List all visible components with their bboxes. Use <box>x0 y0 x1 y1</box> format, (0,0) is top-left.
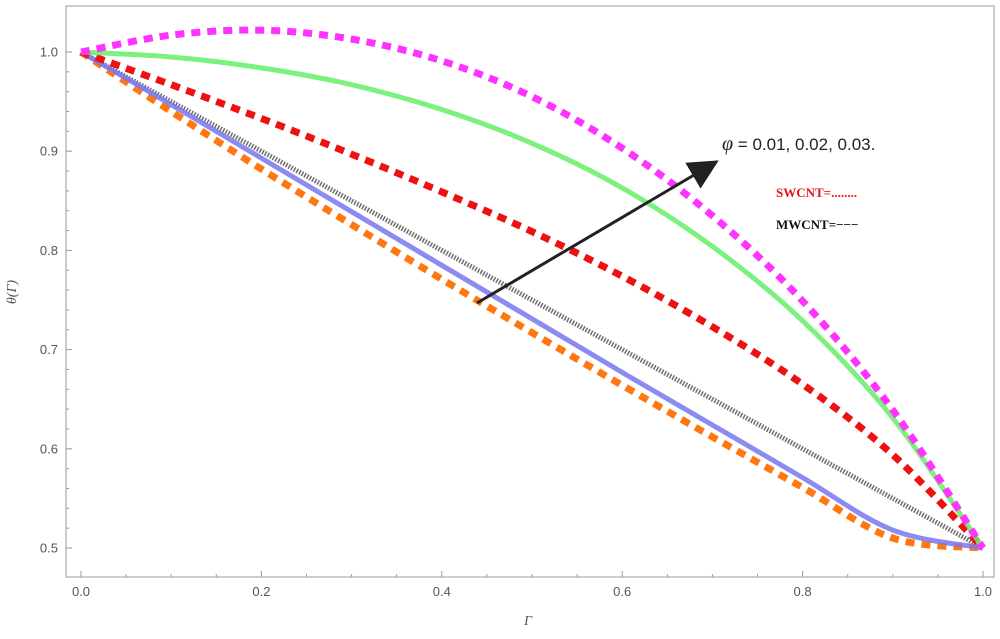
x-tick-label: 0.6 <box>613 584 631 599</box>
x-axis-ticks: 0.0 0.2 0.4 0.6 0.8 1.0 <box>72 571 992 599</box>
y-axis-ticks: 0.5 0.6 0.7 0.8 0.9 1.0 <box>40 45 72 556</box>
y-tick-label: 0.9 <box>40 144 58 159</box>
x-tick-label: 0.4 <box>433 584 451 599</box>
phi-symbol: φ <box>722 133 733 155</box>
y-axis-label: θ(Γ) <box>5 280 20 305</box>
x-tick-label: 0.0 <box>72 584 90 599</box>
x-tick-label: 0.8 <box>794 584 812 599</box>
increase-arrow <box>476 160 719 305</box>
phi-values: = 0.01, 0.02, 0.03. <box>733 135 875 154</box>
series-4-line <box>79 49 984 552</box>
y-tick-label: 0.6 <box>40 441 58 456</box>
legend-swcnt: SWCNT=........ <box>776 185 857 200</box>
legend-mwcnt: MWCNT=−−− <box>776 217 858 232</box>
y-tick-label: 0.5 <box>40 541 58 556</box>
x-axis-label: Γ <box>523 614 533 629</box>
plot-frame <box>65 5 995 578</box>
series-1-line <box>80 49 986 550</box>
y-tick-label: 1.0 <box>40 45 58 60</box>
series-0-line <box>80 26 986 550</box>
series-layer <box>79 26 986 552</box>
y-tick-label: 0.8 <box>40 243 58 258</box>
phi-annotation: φ = 0.01, 0.02, 0.03. <box>722 133 875 155</box>
x-tick-label: 1.0 <box>974 584 992 599</box>
series-3-line <box>79 49 984 551</box>
y-tick-label: 0.7 <box>40 342 58 357</box>
series-5-line <box>79 49 985 551</box>
series-2-line <box>79 48 986 551</box>
x-tick-label: 0.2 <box>252 584 270 599</box>
